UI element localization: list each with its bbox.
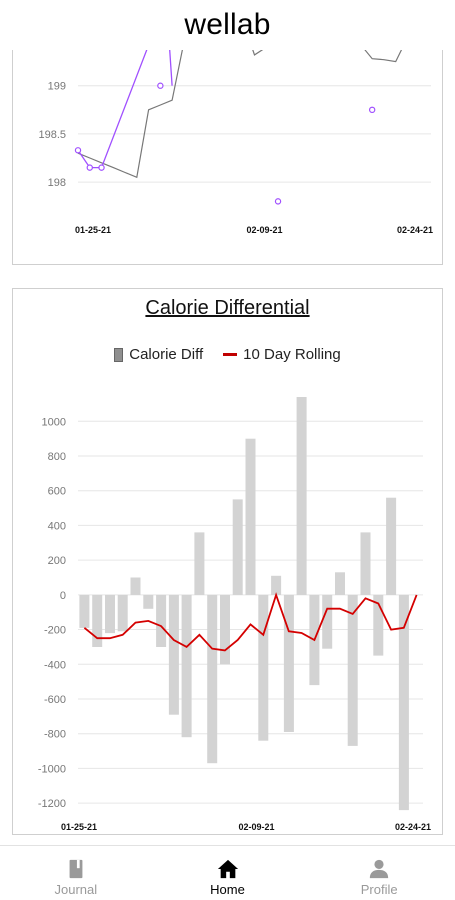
calorie-bar bbox=[283, 594, 294, 732]
calorie-bar bbox=[105, 594, 115, 634]
calorie-bar bbox=[373, 594, 384, 656]
legend-line-label: 10 Day Rolling bbox=[243, 346, 341, 363]
calorie-bar bbox=[296, 397, 307, 595]
app-header: wellab bbox=[0, 0, 455, 50]
home-icon bbox=[217, 859, 238, 879]
calorie-bar bbox=[156, 594, 167, 647]
nav-journal-label: Journal bbox=[54, 882, 98, 897]
calorie-bar bbox=[398, 594, 409, 811]
nav-home[interactable]: Home bbox=[152, 846, 304, 900]
weight-point bbox=[157, 82, 164, 89]
weight-trend-line bbox=[77, 19, 432, 179]
x-tick-label: 02-09-21 bbox=[246, 225, 282, 235]
weight-point bbox=[74, 147, 82, 154]
y-tick-label: 400 bbox=[48, 520, 66, 532]
journal-icon bbox=[69, 859, 83, 879]
calorie-chart: 1000 800 600 400 200 0 -200 -400 -600 -800 -1000 -1… bbox=[38, 397, 431, 832]
calorie-bar bbox=[130, 577, 141, 595]
calorie-bar bbox=[347, 594, 358, 746]
y-tick-label: 199 bbox=[48, 81, 66, 93]
chart-legend: Calorie Diff 10 Day Rolling bbox=[13, 346, 442, 363]
y-tick-label: -800 bbox=[44, 729, 66, 741]
nav-journal[interactable]: Journal bbox=[0, 846, 152, 900]
calorie-bar bbox=[117, 594, 128, 632]
calorie-bar bbox=[322, 594, 333, 649]
legend-bar-label: Calorie Diff bbox=[129, 346, 204, 363]
calorie-bar bbox=[181, 594, 192, 738]
y-tick-label: -600 bbox=[44, 694, 66, 706]
calorie-bar bbox=[258, 594, 269, 741]
y-tick-label: 800 bbox=[48, 451, 66, 463]
y-tick-label: 198.5 bbox=[38, 129, 66, 141]
y-tick-label: 198 bbox=[48, 177, 66, 189]
legend-bar-swatch bbox=[114, 347, 124, 362]
nav-home-label: Home bbox=[210, 882, 245, 897]
calorie-bar bbox=[194, 532, 205, 595]
legend-line-swatch bbox=[223, 353, 238, 356]
y-tick-label: -400 bbox=[44, 659, 66, 671]
y-tick-label: 600 bbox=[48, 486, 66, 498]
calorie-bar bbox=[168, 594, 179, 715]
x-tick-label: 02-09-21 bbox=[238, 822, 274, 832]
bottom-nav: Journal Home Profile bbox=[0, 845, 455, 900]
calorie-bar bbox=[232, 499, 243, 595]
calorie-chart-card: Calorie Differential Calorie Diff 10 Day… bbox=[12, 288, 443, 835]
calorie-bar bbox=[143, 594, 154, 609]
profile-icon bbox=[370, 859, 389, 879]
calorie-bar bbox=[386, 497, 397, 595]
chart-title: Calorie Differential bbox=[145, 297, 310, 319]
x-tick-label: 01-25-21 bbox=[75, 225, 111, 235]
y-tick-label: 1000 bbox=[42, 416, 66, 428]
weight-point bbox=[368, 106, 376, 114]
calorie-bar bbox=[335, 572, 345, 595]
calorie-bar bbox=[79, 594, 90, 628]
y-tick-label: -1000 bbox=[38, 763, 66, 775]
y-tick-label: 0 bbox=[60, 590, 66, 602]
rolling-average-line bbox=[83, 592, 418, 652]
weight-point bbox=[274, 198, 282, 205]
x-tick-label: 01-25-21 bbox=[61, 822, 97, 832]
y-tick-label: 200 bbox=[48, 555, 66, 567]
calorie-bar bbox=[271, 575, 282, 595]
x-tick-label: 02-24-21 bbox=[397, 225, 433, 235]
app-title: wellab bbox=[184, 8, 271, 41]
calorie-bar bbox=[245, 438, 256, 595]
weight-point bbox=[86, 164, 93, 171]
nav-profile-label: Profile bbox=[360, 882, 398, 897]
y-tick-label: -1200 bbox=[38, 798, 66, 810]
calorie-bar bbox=[207, 594, 218, 764]
y-tick-label: -200 bbox=[44, 625, 66, 637]
weight-point bbox=[98, 164, 105, 171]
calorie-bar bbox=[360, 532, 371, 595]
calorie-bar bbox=[92, 594, 103, 647]
nav-profile[interactable]: Profile bbox=[303, 846, 455, 900]
x-tick-label: 02-24-21 bbox=[395, 822, 431, 832]
calorie-bar bbox=[220, 594, 230, 665]
